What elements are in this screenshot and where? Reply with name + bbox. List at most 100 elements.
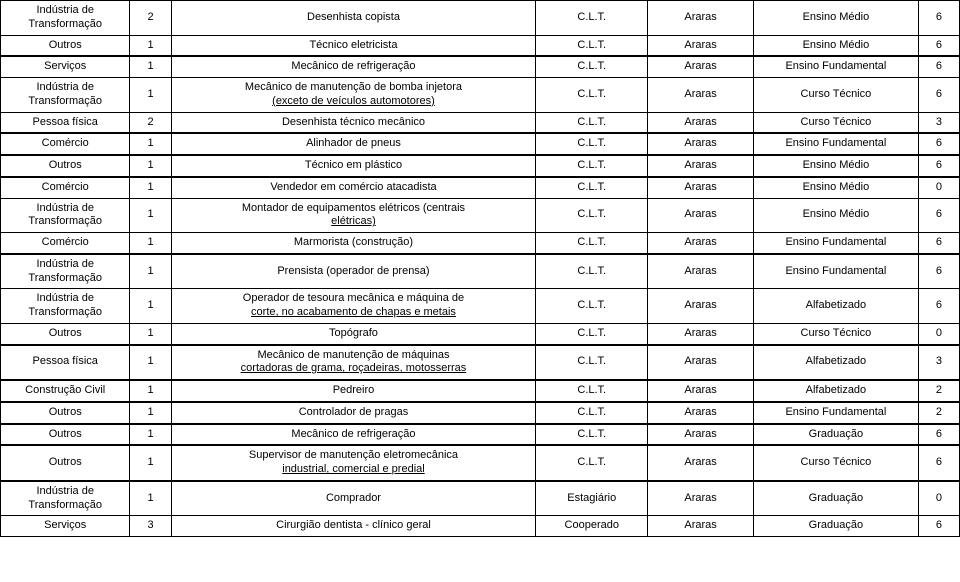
cell-city: Araras xyxy=(648,35,754,56)
table-row: Comércio1Marmorista (construção)C.L.T.Ar… xyxy=(1,233,960,254)
cell-num: 6 xyxy=(918,78,959,113)
table-row: Indústria deTransformação1Prensista (ope… xyxy=(1,254,960,289)
table-row: Comércio1Vendedor em comércio atacadista… xyxy=(1,177,960,198)
cell-occupation: Cirurgião dentista - clínico geral xyxy=(171,516,536,537)
cell-education: Ensino Médio xyxy=(754,155,919,177)
cell-city: Araras xyxy=(648,445,754,481)
cell-city: Araras xyxy=(648,289,754,324)
table-row: Indústria deTransformação1Montador de eq… xyxy=(1,198,960,233)
cell-education: Alfabetizado xyxy=(754,345,919,381)
cell-qty: 1 xyxy=(130,233,171,254)
cell-qty: 1 xyxy=(130,345,171,381)
cell-qty: 1 xyxy=(130,133,171,155)
cell-education: Ensino Médio xyxy=(754,35,919,56)
cell-city: Araras xyxy=(648,481,754,516)
cell-sector: Comércio xyxy=(1,233,130,254)
cell-education: Graduação xyxy=(754,481,919,516)
cell-qty: 1 xyxy=(130,481,171,516)
cell-contract: C.L.T. xyxy=(536,289,648,324)
cell-contract: Cooperado xyxy=(536,516,648,537)
job-table: Indústria deTransformação2Desenhista cop… xyxy=(0,0,960,537)
cell-occupation: Marmorista (construção) xyxy=(171,233,536,254)
cell-sector: Pessoa física xyxy=(1,345,130,381)
cell-num: 6 xyxy=(918,233,959,254)
cell-education: Graduação xyxy=(754,424,919,446)
cell-city: Araras xyxy=(648,380,754,402)
cell-occupation: Supervisor de manutenção eletromecânicai… xyxy=(171,445,536,481)
cell-sector: Indústria deTransformação xyxy=(1,289,130,324)
cell-occupation: Topógrafo xyxy=(171,323,536,344)
cell-city: Araras xyxy=(648,402,754,424)
cell-occupation: Montador de equipamentos elétricos (cent… xyxy=(171,198,536,233)
table-row: Outros1Controlador de pragasC.L.T.Araras… xyxy=(1,402,960,424)
table-row: Indústria deTransformação2Desenhista cop… xyxy=(1,1,960,36)
cell-sector: Outros xyxy=(1,155,130,177)
cell-sector: Outros xyxy=(1,323,130,344)
cell-education: Alfabetizado xyxy=(754,380,919,402)
cell-qty: 1 xyxy=(130,380,171,402)
cell-city: Araras xyxy=(648,112,754,133)
cell-qty: 2 xyxy=(130,1,171,36)
cell-occupation: Desenhista copista xyxy=(171,1,536,36)
cell-num: 0 xyxy=(918,323,959,344)
cell-sector: Outros xyxy=(1,402,130,424)
cell-qty: 1 xyxy=(130,323,171,344)
table-row: Pessoa física1Mecânico de manutenção de … xyxy=(1,345,960,381)
cell-education: Graduação xyxy=(754,516,919,537)
cell-sector: Pessoa física xyxy=(1,112,130,133)
cell-qty: 2 xyxy=(130,112,171,133)
cell-sector: Serviços xyxy=(1,56,130,77)
cell-contract: C.L.T. xyxy=(536,35,648,56)
cell-num: 3 xyxy=(918,345,959,381)
cell-sector: Indústria deTransformação xyxy=(1,198,130,233)
table-row: Outros1Técnico em plásticoC.L.T.ArarasEn… xyxy=(1,155,960,177)
table-row: Indústria deTransformação1Mecânico de ma… xyxy=(1,78,960,113)
cell-city: Araras xyxy=(648,516,754,537)
cell-education: Ensino Fundamental xyxy=(754,233,919,254)
job-listing-page: Indústria deTransformação2Desenhista cop… xyxy=(0,0,960,537)
cell-occupation: Mecânico de manutenção de máquinascortad… xyxy=(171,345,536,381)
cell-qty: 1 xyxy=(130,445,171,481)
cell-num: 6 xyxy=(918,424,959,446)
cell-contract: C.L.T. xyxy=(536,78,648,113)
cell-contract: C.L.T. xyxy=(536,323,648,344)
cell-contract: C.L.T. xyxy=(536,233,648,254)
cell-occupation: Comprador xyxy=(171,481,536,516)
cell-num: 6 xyxy=(918,1,959,36)
cell-num: 6 xyxy=(918,35,959,56)
cell-sector: Indústria deTransformação xyxy=(1,78,130,113)
table-row: Indústria deTransformação1Operador de te… xyxy=(1,289,960,324)
cell-num: 6 xyxy=(918,133,959,155)
cell-contract: C.L.T. xyxy=(536,345,648,381)
cell-city: Araras xyxy=(648,78,754,113)
table-row: Serviços1Mecânico de refrigeraçãoC.L.T.A… xyxy=(1,56,960,77)
cell-occupation: Técnico eletricista xyxy=(171,35,536,56)
cell-city: Araras xyxy=(648,155,754,177)
cell-num: 2 xyxy=(918,380,959,402)
cell-occupation: Controlador de pragas xyxy=(171,402,536,424)
cell-city: Araras xyxy=(648,198,754,233)
cell-city: Araras xyxy=(648,424,754,446)
cell-education: Ensino Fundamental xyxy=(754,402,919,424)
cell-occupation: Técnico em plástico xyxy=(171,155,536,177)
cell-education: Alfabetizado xyxy=(754,289,919,324)
table-row: Outros1TopógrafoC.L.T.ArarasCurso Técnic… xyxy=(1,323,960,344)
cell-num: 6 xyxy=(918,155,959,177)
table-row: Indústria deTransformação1CompradorEstag… xyxy=(1,481,960,516)
cell-qty: 1 xyxy=(130,198,171,233)
cell-qty: 1 xyxy=(130,424,171,446)
cell-city: Araras xyxy=(648,323,754,344)
cell-num: 6 xyxy=(918,198,959,233)
cell-contract: C.L.T. xyxy=(536,56,648,77)
cell-contract: C.L.T. xyxy=(536,424,648,446)
table-row: Outros1Supervisor de manutenção eletrome… xyxy=(1,445,960,481)
cell-sector: Serviços xyxy=(1,516,130,537)
cell-city: Araras xyxy=(648,1,754,36)
cell-sector: Outros xyxy=(1,445,130,481)
cell-contract: C.L.T. xyxy=(536,198,648,233)
cell-education: Curso Técnico xyxy=(754,445,919,481)
cell-education: Curso Técnico xyxy=(754,112,919,133)
table-row: Outros1Mecânico de refrigeraçãoC.L.T.Ara… xyxy=(1,424,960,446)
cell-contract: Estagiário xyxy=(536,481,648,516)
cell-occupation: Alinhador de pneus xyxy=(171,133,536,155)
